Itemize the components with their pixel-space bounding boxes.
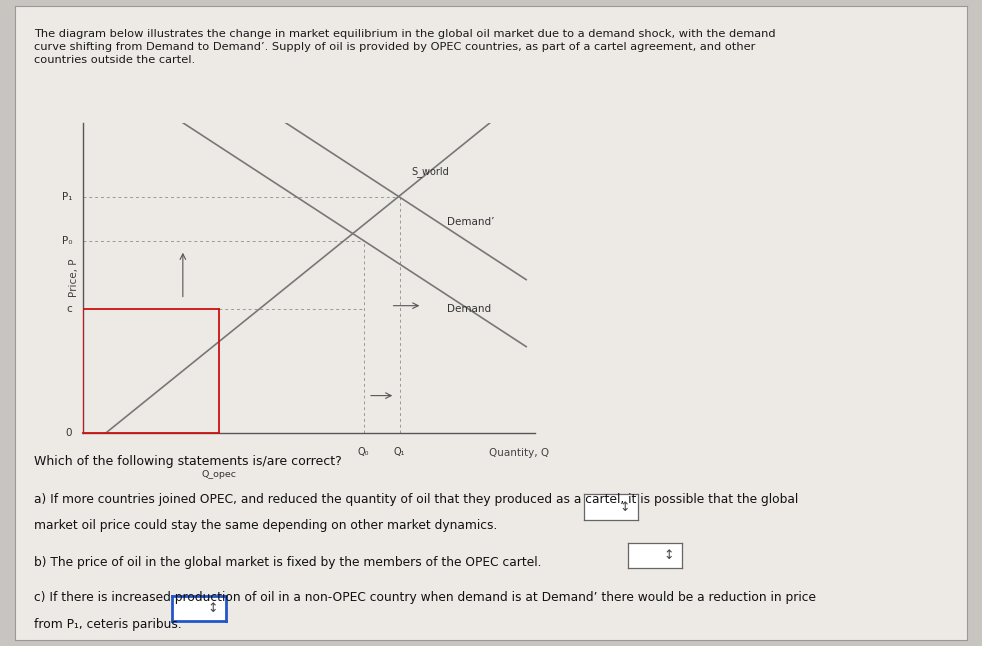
Text: ↕: ↕ xyxy=(664,549,675,562)
Text: b) The price of oil in the global market is fixed by the members of the OPEC car: b) The price of oil in the global market… xyxy=(34,556,542,568)
Text: from P₁, ceteris paribus.: from P₁, ceteris paribus. xyxy=(34,618,182,631)
Text: S_world: S_world xyxy=(410,166,449,177)
Y-axis label: Price, P: Price, P xyxy=(70,258,80,297)
Text: Q₀: Q₀ xyxy=(357,447,369,457)
Text: c) If there is increased production of oil in a non-OPEC country when demand is : c) If there is increased production of o… xyxy=(34,591,816,604)
Text: 0: 0 xyxy=(66,428,73,438)
Text: P₁: P₁ xyxy=(62,192,73,202)
Text: ↕: ↕ xyxy=(207,602,218,615)
Text: a) If more countries joined OPEC, and reduced the quantity of oil that they prod: a) If more countries joined OPEC, and re… xyxy=(34,493,798,506)
Text: Which of the following statements is/are correct?: Which of the following statements is/are… xyxy=(34,455,342,468)
Text: Quantity, Q: Quantity, Q xyxy=(489,448,549,458)
Text: c: c xyxy=(67,304,73,314)
Text: Q_opec: Q_opec xyxy=(201,470,237,479)
Text: P₀: P₀ xyxy=(62,236,73,245)
Text: Q₁: Q₁ xyxy=(394,447,406,457)
Text: Demand: Demand xyxy=(447,304,491,314)
Text: ↕: ↕ xyxy=(620,501,630,514)
Text: Demand’: Demand’ xyxy=(447,217,495,227)
Text: market oil price could stay the same depending on other market dynamics.: market oil price could stay the same dep… xyxy=(34,519,498,532)
Text: The diagram below illustrates the change in market equilibrium in the global oil: The diagram below illustrates the change… xyxy=(34,29,776,65)
